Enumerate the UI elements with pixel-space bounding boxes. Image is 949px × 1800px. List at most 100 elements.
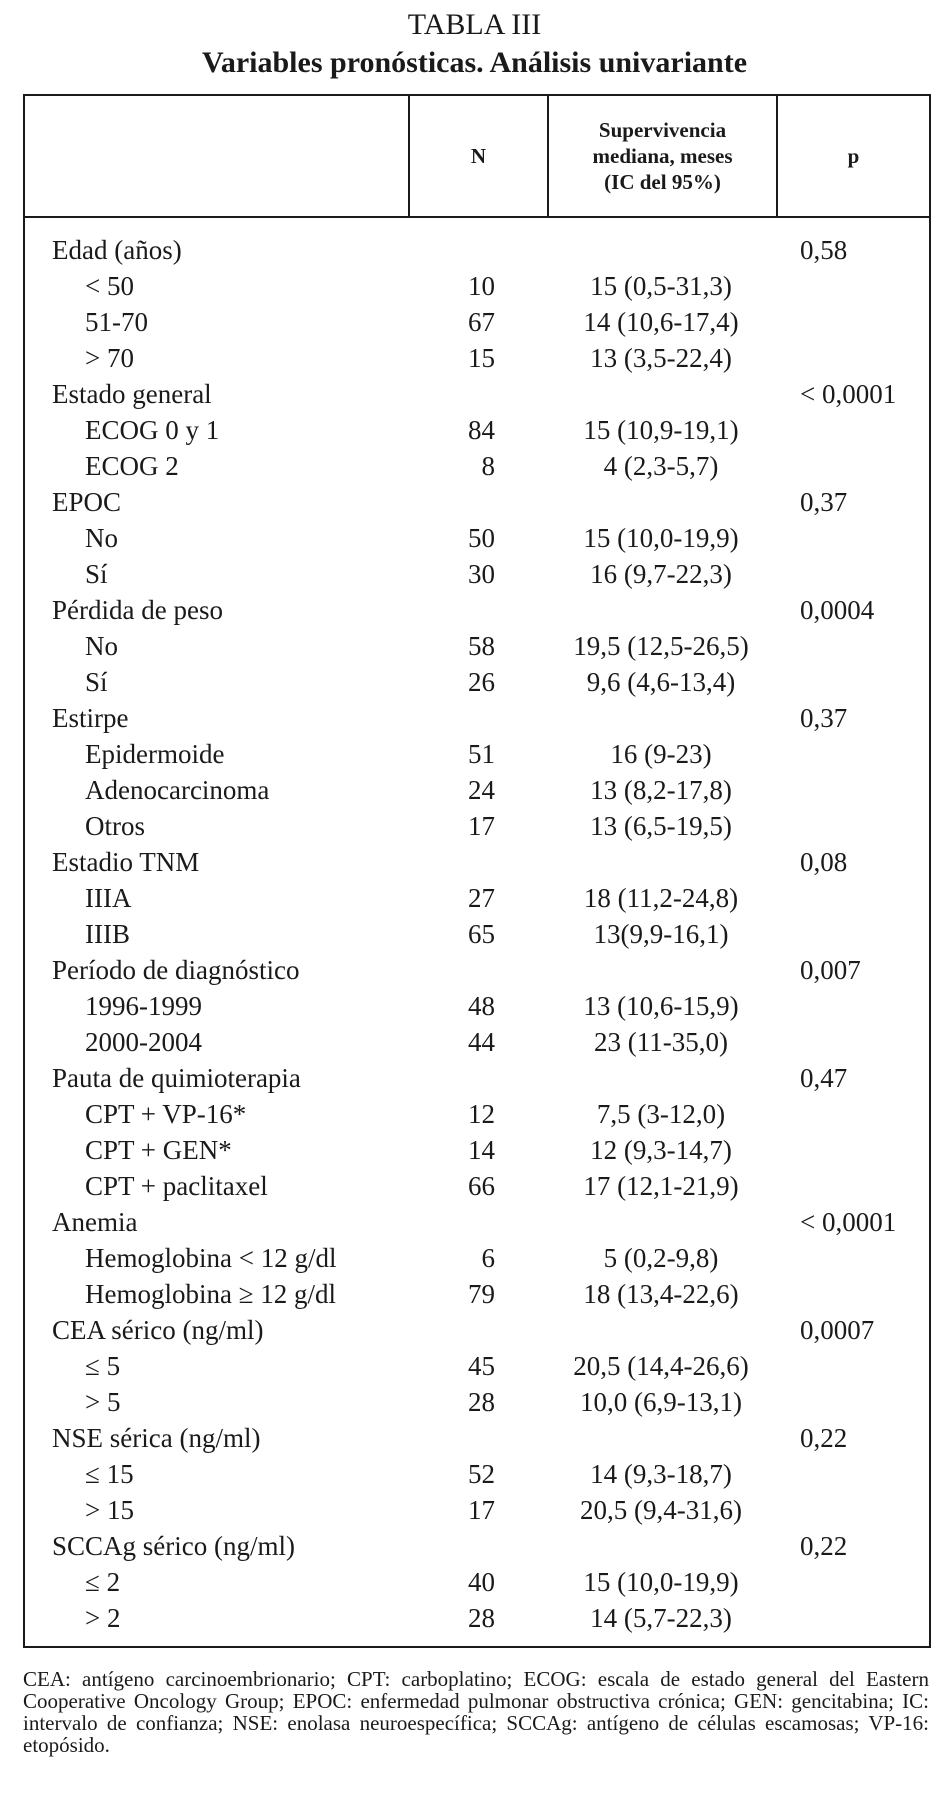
row-label: < 50 <box>85 271 134 301</box>
n-value: 28 <box>468 1603 495 1633</box>
row-label: No <box>85 523 118 553</box>
p-value: < 0,0001 <box>800 1207 897 1237</box>
n-value: 52 <box>468 1459 495 1489</box>
n-value: 84 <box>468 415 495 445</box>
column-rule <box>776 94 778 218</box>
group-label: CEA sérico (ng/ml) <box>52 1315 264 1345</box>
survival-value: 9,6 (4,6-13,4) <box>586 667 736 697</box>
p-value: 0,22 <box>800 1423 848 1453</box>
p-value: 0,22 <box>800 1531 848 1561</box>
group-label: Estirpe <box>52 703 129 733</box>
p-value: < 0,0001 <box>800 379 897 409</box>
survival-value: 20,5 (9,4-31,6) <box>580 1495 742 1525</box>
survival-value: 18 (13,4-22,6) <box>583 1279 739 1309</box>
row-label: 1996-1999 <box>85 991 202 1021</box>
survival-value: 15 (0,5-31,3) <box>590 271 732 301</box>
survival-value: 16 (9,7-22,3) <box>590 559 732 589</box>
row-label: 2000-2004 <box>85 1027 202 1057</box>
row-label: CPT + GEN* <box>85 1135 232 1165</box>
survival-value: 14 (10,6-17,4) <box>583 307 739 337</box>
row-label: IIIA <box>85 883 132 913</box>
header-line: (IC del 95%) <box>604 170 721 194</box>
p-value: 0,0004 <box>800 595 875 625</box>
group-label: EPOC <box>52 487 122 517</box>
row-label: Sí <box>85 559 108 589</box>
p-value: 0,08 <box>800 847 848 877</box>
table-number: TABLA III <box>407 8 542 41</box>
n-value: 17 <box>468 811 495 841</box>
n-value: 6 <box>481 1243 496 1273</box>
row-label: > 2 <box>85 1603 121 1633</box>
n-value: 17 <box>468 1495 495 1525</box>
survival-value: 13 (10,6-15,9) <box>583 991 739 1021</box>
group-label: Período de diagnóstico <box>52 955 300 985</box>
header-line: mediana, meses <box>592 144 733 168</box>
n-value: 51 <box>468 739 495 769</box>
group-label: Pérdida de peso <box>52 595 223 625</box>
n-value: 30 <box>468 559 495 589</box>
table-title: Variables pronósticas. Análisis univaria… <box>201 46 748 79</box>
row-label: Hemoglobina ≥ 12 g/dl <box>85 1279 337 1309</box>
n-value: 65 <box>468 919 495 949</box>
group-label: Estado general <box>52 379 212 409</box>
header-rule <box>23 216 929 218</box>
survival-value: 17 (12,1-21,9) <box>583 1171 739 1201</box>
n-value: 79 <box>468 1279 495 1309</box>
n-value: 26 <box>468 667 495 697</box>
group-label: Pauta de quimioterapia <box>52 1063 301 1093</box>
row-label: ECOG 0 y 1 <box>85 415 220 445</box>
n-value: 66 <box>468 1171 495 1201</box>
row-label: Hemoglobina < 12 g/dl <box>85 1243 337 1273</box>
survival-value: 13 (6,5-19,5) <box>590 811 732 841</box>
header-p: p <box>847 144 860 168</box>
n-value: 15 <box>468 343 495 373</box>
survival-value: 15 (10,0-19,9) <box>583 523 739 553</box>
row-label: CPT + VP-16* <box>85 1099 247 1129</box>
row-label: Adenocarcinoma <box>85 775 270 805</box>
row-label: > 15 <box>85 1495 134 1525</box>
survival-value: 16 (9-23) <box>610 739 712 769</box>
n-value: 45 <box>468 1351 495 1381</box>
n-value: 24 <box>468 775 495 805</box>
survival-value: 18 (11,2-24,8) <box>583 883 739 913</box>
n-value: 67 <box>468 307 495 337</box>
row-label: ECOG 2 <box>85 451 179 481</box>
survival-value: 5 (0,2-9,8) <box>603 1243 719 1273</box>
n-value: 8 <box>481 451 496 481</box>
row-label: CPT + paclitaxel <box>85 1171 268 1201</box>
column-rule <box>408 94 410 218</box>
p-value: 0,37 <box>800 487 848 517</box>
survival-value: 7,5 (3-12,0) <box>596 1099 726 1129</box>
row-label: Sí <box>85 667 108 697</box>
n-value: 28 <box>468 1387 495 1417</box>
group-label: SCCAg sérico (ng/ml) <box>52 1531 295 1561</box>
n-value: 12 <box>468 1099 495 1129</box>
p-value: 0,0007 <box>800 1315 875 1345</box>
row-label: ≤ 5 <box>85 1351 121 1381</box>
survival-value: 14 (9,3-18,7) <box>590 1459 732 1489</box>
survival-value: 4 (2,3-5,7) <box>603 451 719 481</box>
n-value: 44 <box>468 1027 495 1057</box>
footnote: CEA: antígeno carcinoembrionario; CPT: c… <box>23 1667 929 1757</box>
group-label: Estadio TNM <box>52 847 200 877</box>
survival-value: 13(9,9-16,1) <box>593 919 729 949</box>
row-label: > 5 <box>85 1387 121 1417</box>
header-n: N <box>470 144 487 168</box>
survival-value: 10,0 (6,9-13,1) <box>580 1387 742 1417</box>
row-label: No <box>85 631 118 661</box>
survival-value: 23 (11-35,0) <box>594 1027 728 1057</box>
n-value: 58 <box>468 631 495 661</box>
n-value: 48 <box>468 991 495 1021</box>
row-label: IIIB <box>85 919 130 949</box>
row-label: Epidermoide <box>85 739 225 769</box>
n-value: 27 <box>468 883 495 913</box>
p-value: 0,47 <box>800 1063 848 1093</box>
survival-value: 19,5 (12,5-26,5) <box>573 631 749 661</box>
survival-value: 15 (10,0-19,9) <box>583 1567 739 1597</box>
survival-value: 20,5 (14,4-26,6) <box>573 1351 749 1381</box>
header-line: Supervivencia <box>598 118 727 142</box>
survival-value: 15 (10,9-19,1) <box>583 415 739 445</box>
table-frame <box>23 94 931 1648</box>
n-value: 50 <box>468 523 495 553</box>
